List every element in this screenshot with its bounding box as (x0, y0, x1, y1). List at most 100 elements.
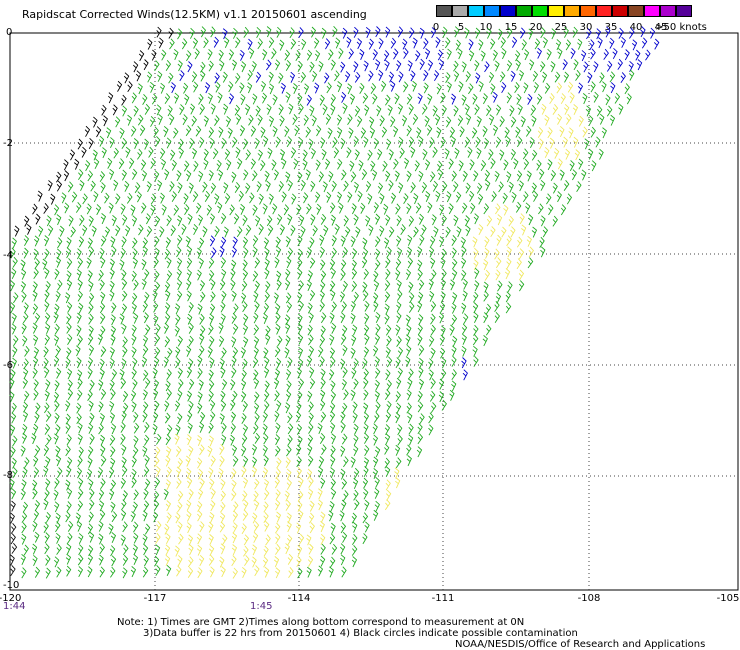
wind-barb (308, 455, 314, 467)
wind-barb (108, 168, 115, 180)
wind-barb (222, 534, 228, 546)
wind-barb (473, 259, 479, 271)
wind-barb (89, 499, 95, 511)
wind-barb (275, 445, 281, 457)
wind-barb (297, 435, 303, 447)
wind-barb (199, 313, 205, 325)
wind-barb (131, 401, 137, 413)
wind-barb (55, 512, 61, 524)
wind-barb (396, 336, 402, 347)
wind-barb (363, 268, 369, 280)
wind-barb (267, 224, 274, 236)
wind-barb (53, 489, 59, 501)
wind-barb (328, 170, 334, 183)
wind-barb (295, 444, 302, 456)
wind-barb (132, 544, 138, 556)
wind-barb (263, 511, 269, 524)
wind-barb (108, 467, 115, 479)
note-credit: NOAA/NESDIS/Office of Research and Appli… (455, 639, 706, 650)
wind-barb (100, 312, 106, 324)
wind-barb (139, 124, 146, 136)
wind-barb (32, 423, 39, 435)
wind-barb (533, 81, 539, 94)
wind-barb (67, 388, 74, 400)
wind-barb (131, 270, 137, 282)
wind-barb (454, 26, 460, 38)
wind-barb (458, 81, 464, 93)
wind-barb (431, 214, 437, 226)
wind-barb (254, 301, 260, 313)
wind-barb (252, 235, 259, 247)
wind-barb (187, 358, 194, 370)
wind-barb (284, 402, 291, 414)
wind-barb (428, 412, 434, 424)
wind-barb (199, 291, 206, 303)
lon-label-minus111: -111 (431, 593, 455, 604)
wind-barb (581, 169, 587, 181)
wind-barb (495, 257, 502, 269)
wind-barb (210, 182, 217, 194)
wind-barb (258, 193, 264, 205)
wind-barb (177, 234, 183, 246)
wind-barb (334, 70, 340, 82)
wind-barb (23, 367, 29, 379)
wind-barb (177, 60, 183, 72)
wind-barb (121, 169, 127, 181)
wind-barb (511, 191, 517, 203)
wind-barb (176, 170, 182, 182)
wind-barb (242, 400, 248, 412)
wind-barb (428, 369, 434, 381)
wind-barb (482, 125, 488, 137)
wind-barb (385, 489, 392, 501)
wind-barb (177, 28, 183, 40)
wind-barb (223, 226, 229, 238)
wind-barb (397, 26, 404, 38)
wind-barb (364, 300, 370, 312)
wind-barb (330, 455, 336, 467)
wind-barb (411, 80, 417, 92)
wind-barb (416, 301, 423, 313)
colorbar-swatch (548, 5, 564, 17)
wind-barb (276, 214, 283, 226)
wind-barb (445, 226, 451, 238)
wind-barb (423, 82, 429, 94)
wind-barb (471, 127, 478, 139)
wind-barb (462, 290, 468, 302)
wind-barb (353, 445, 359, 457)
wind-barb (452, 292, 458, 304)
wind-barb (200, 61, 206, 73)
wind-barb (223, 182, 229, 194)
wind-barb (570, 47, 576, 59)
wind-barb (53, 334, 60, 346)
wind-barb (614, 92, 621, 104)
wind-barb (262, 423, 268, 435)
wind-barb (229, 434, 235, 446)
wind-barb (577, 82, 584, 94)
wind-barb (254, 412, 260, 424)
wind-barb (63, 170, 70, 182)
wind-barb (339, 291, 346, 303)
wind-barb (318, 60, 324, 72)
wind-barb (275, 270, 282, 282)
wind-barb (110, 325, 117, 337)
wind-barb (426, 124, 433, 136)
wind-barb (394, 170, 400, 182)
wind-barb (12, 346, 18, 358)
wind-barb (339, 510, 345, 522)
wind-barb (375, 323, 381, 335)
wind-barb (126, 114, 133, 126)
wind-barb (221, 434, 227, 446)
wind-barb (67, 181, 74, 193)
wind-barb (335, 37, 341, 49)
wind-barb (132, 446, 139, 458)
wind-barb (325, 113, 332, 125)
wind-barb (261, 92, 268, 104)
wind-barb (208, 369, 214, 381)
wind-barb (131, 456, 137, 468)
wind-barb (43, 203, 49, 214)
wind-barb (510, 148, 516, 160)
wind-barb (518, 269, 525, 281)
wind-barb (173, 204, 180, 216)
wind-barb (427, 93, 433, 105)
